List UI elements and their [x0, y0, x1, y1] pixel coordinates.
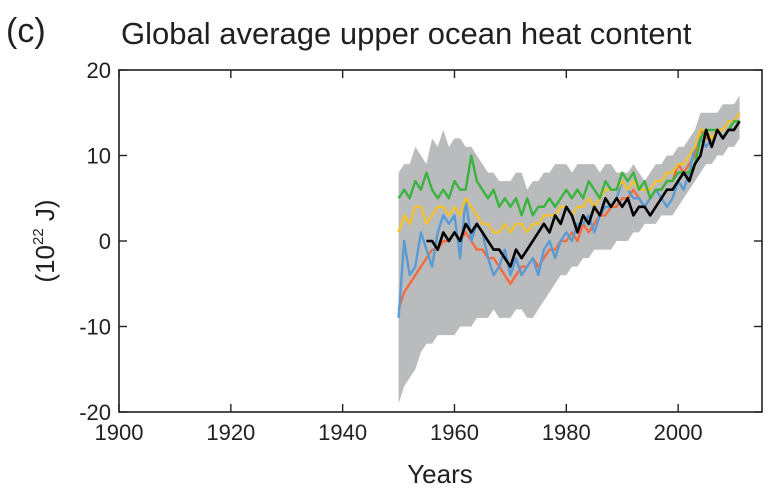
plot-area: 1900 1920 1940 1960 1980 2000 20 10 0 -10 -20	[79, 58, 763, 445]
x-tick-label: 1900	[95, 420, 144, 445]
x-axis-label: Years	[407, 459, 473, 489]
y-axis-label-unit: J)	[30, 199, 60, 228]
series-layer	[397, 112, 741, 318]
y-tick-label: -20	[79, 400, 111, 425]
ticks-layer: 1900 1920 1940 1960 1980 2000 20 10 0 -10 -20	[79, 58, 762, 445]
series-line-2	[397, 112, 741, 318]
y-tick-label: -10	[79, 315, 111, 340]
y-tick-label: 10	[87, 144, 111, 169]
panel-label: (c)	[6, 12, 46, 50]
y-tick-label: 20	[87, 58, 111, 83]
x-tick-label: 2000	[654, 420, 703, 445]
x-tick-label: 1980	[542, 420, 591, 445]
x-tick-label: 1960	[430, 420, 479, 445]
uncertainty-band-layer	[398, 95, 740, 404]
series-line-5	[426, 120, 741, 268]
y-axis-label-exponent: 22	[30, 228, 47, 245]
chart-title: Global average upper ocean heat content	[121, 16, 692, 51]
x-tick-label: 1920	[206, 420, 255, 445]
y-axis-label: (1022 J)	[30, 199, 60, 282]
y-tick-label: 0	[99, 229, 111, 254]
y-axis-label-text: (1022 J)	[30, 199, 60, 282]
y-axis-label-base: (10	[30, 245, 60, 283]
uncertainty-band	[398, 95, 740, 404]
x-tick-label: 1940	[318, 420, 367, 445]
